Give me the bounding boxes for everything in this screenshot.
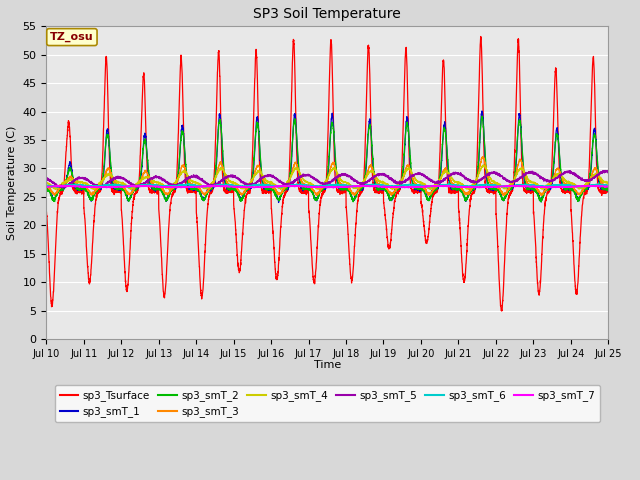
sp3_smT_6	[422, 183, 430, 189]
sp3_smT_1	[275, 200, 282, 205]
sp3_smT_6	[604, 183, 612, 189]
sp3_smT_3	[604, 183, 612, 189]
sp3_smT_4	[42, 180, 50, 186]
sp3_smT_6	[186, 181, 193, 187]
sp3_smT_5	[42, 175, 50, 181]
sp3_smT_3	[312, 192, 320, 198]
Text: TZ_osu: TZ_osu	[50, 32, 93, 42]
sp3_smT_2	[307, 186, 314, 192]
sp3_smT_4	[307, 181, 314, 187]
sp3_smT_6	[315, 184, 323, 190]
sp3_smT_3	[42, 182, 50, 188]
sp3_smT_2	[604, 187, 612, 193]
Legend: sp3_Tsurface, sp3_smT_1, sp3_smT_2, sp3_smT_3, sp3_smT_4, sp3_smT_5, sp3_smT_6, : sp3_Tsurface, sp3_smT_1, sp3_smT_2, sp3_…	[54, 385, 600, 422]
sp3_smT_6	[486, 182, 493, 188]
sp3_Tsurface	[485, 190, 493, 196]
sp3_Tsurface	[497, 308, 505, 313]
Line: sp3_smT_5: sp3_smT_5	[46, 170, 608, 188]
sp3_Tsurface	[143, 168, 151, 174]
sp3_Tsurface	[422, 239, 430, 244]
sp3_smT_6	[307, 183, 314, 189]
sp3_smT_1	[486, 186, 493, 192]
Line: sp3_smT_1: sp3_smT_1	[46, 111, 608, 203]
sp3_smT_5	[307, 173, 314, 179]
sp3_smT_7	[604, 184, 612, 190]
sp3_smT_2	[143, 154, 151, 160]
sp3_smT_7	[454, 184, 461, 190]
sp3_smT_5	[422, 174, 430, 180]
sp3_smT_4	[604, 179, 612, 185]
sp3_smT_1	[422, 193, 430, 199]
sp3_Tsurface	[453, 189, 461, 194]
sp3_smT_4	[486, 173, 493, 179]
sp3_smT_3	[486, 179, 493, 185]
sp3_smT_6	[42, 183, 50, 189]
sp3_smT_5	[143, 178, 151, 184]
sp3_smT_2	[422, 193, 430, 199]
Line: sp3_smT_7: sp3_smT_7	[46, 185, 608, 188]
sp3_smT_6	[454, 183, 461, 189]
sp3_smT_4	[454, 180, 461, 186]
sp3_smT_2	[604, 187, 612, 193]
sp3_smT_3	[454, 183, 461, 189]
sp3_smT_7	[307, 184, 314, 190]
sp3_smT_4	[604, 180, 612, 186]
Line: sp3_smT_6: sp3_smT_6	[46, 184, 608, 187]
sp3_smT_2	[42, 185, 50, 191]
Line: sp3_smT_3: sp3_smT_3	[46, 157, 608, 195]
sp3_smT_5	[485, 170, 493, 176]
Y-axis label: Soil Temperature (C): Soil Temperature (C)	[7, 126, 17, 240]
sp3_smT_2	[453, 186, 461, 192]
sp3_smT_4	[481, 162, 488, 168]
sp3_smT_5	[602, 168, 609, 173]
sp3_smT_3	[143, 170, 151, 176]
sp3_smT_3	[307, 184, 314, 190]
sp3_smT_1	[143, 156, 151, 162]
sp3_smT_4	[422, 183, 430, 189]
sp3_smT_3	[422, 190, 430, 196]
Line: sp3_smT_2: sp3_smT_2	[46, 116, 608, 202]
sp3_smT_7	[42, 184, 50, 190]
sp3_smT_7	[422, 183, 430, 189]
sp3_smT_5	[59, 185, 67, 191]
sp3_smT_1	[604, 184, 612, 190]
sp3_Tsurface	[42, 208, 50, 214]
sp3_smT_1	[478, 108, 486, 114]
X-axis label: Time: Time	[314, 360, 341, 370]
sp3_smT_7	[544, 185, 552, 191]
sp3_smT_4	[143, 174, 151, 180]
sp3_smT_7	[212, 182, 220, 188]
sp3_smT_3	[604, 183, 612, 189]
sp3_smT_1	[604, 188, 612, 194]
sp3_smT_5	[454, 170, 461, 176]
sp3_smT_6	[143, 182, 151, 188]
sp3_Tsurface	[604, 186, 612, 192]
Title: SP3 Soil Temperature: SP3 Soil Temperature	[253, 7, 401, 21]
sp3_Tsurface	[604, 187, 612, 192]
Line: sp3_smT_4: sp3_smT_4	[46, 165, 608, 189]
sp3_Tsurface	[307, 228, 314, 233]
sp3_smT_7	[143, 183, 151, 189]
sp3_smT_4	[388, 186, 396, 192]
sp3_Tsurface	[477, 34, 484, 39]
sp3_smT_6	[604, 183, 612, 189]
sp3_smT_2	[478, 113, 486, 119]
sp3_smT_1	[307, 186, 314, 192]
Line: sp3_Tsurface: sp3_Tsurface	[46, 36, 608, 311]
sp3_smT_7	[604, 183, 612, 189]
sp3_smT_5	[604, 169, 612, 175]
sp3_smT_7	[485, 184, 493, 190]
sp3_smT_1	[42, 184, 50, 190]
sp3_smT_3	[479, 154, 487, 160]
sp3_smT_1	[454, 185, 461, 191]
sp3_smT_2	[485, 185, 493, 191]
sp3_smT_5	[604, 168, 612, 174]
sp3_smT_2	[537, 199, 545, 204]
